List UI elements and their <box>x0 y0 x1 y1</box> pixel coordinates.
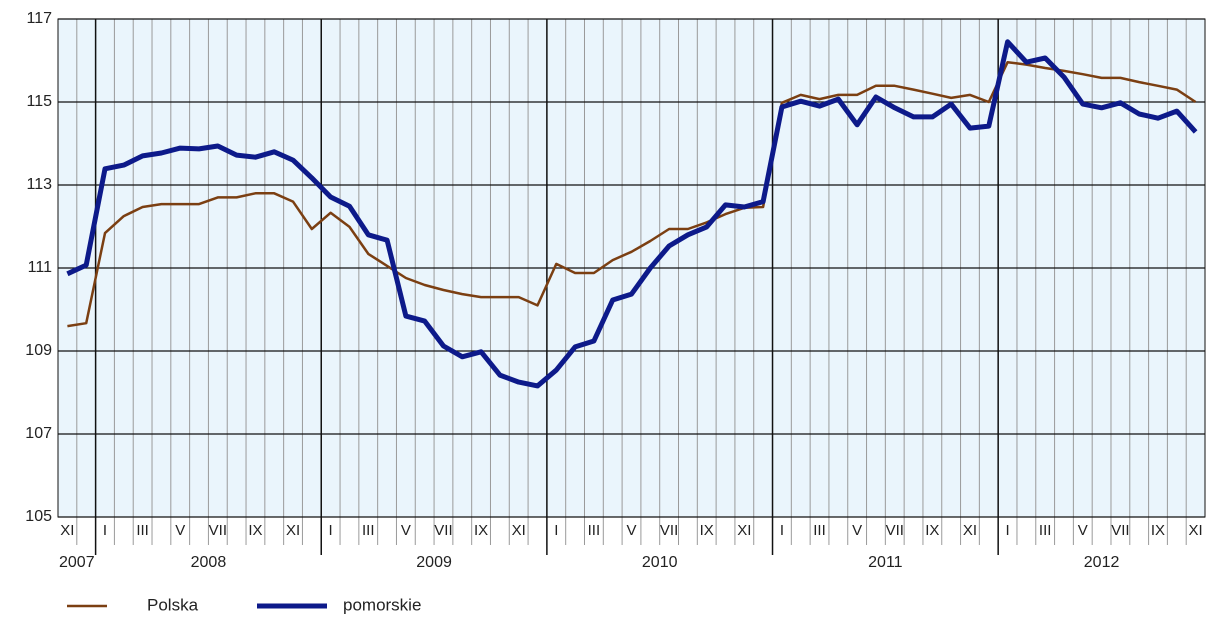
year-label: 2007 <box>59 554 95 571</box>
x-tick-label: IX <box>925 522 939 539</box>
y-tick-label: 115 <box>26 93 52 110</box>
y-tick-label: 113 <box>26 176 52 193</box>
x-tick-label: III <box>136 522 149 539</box>
x-tick-label: I <box>1005 522 1009 539</box>
x-tick-label: V <box>175 522 185 539</box>
series-line <box>67 60 1197 328</box>
x-tick-label: III <box>813 522 826 539</box>
x-tick-label: XI <box>963 522 977 539</box>
x-tick-label: XI <box>286 522 300 539</box>
x-tick-label: VII <box>886 522 904 539</box>
x-tick-label: XI <box>1189 522 1203 539</box>
year-label: 2010 <box>642 554 678 571</box>
x-tick-label: IX <box>474 522 488 539</box>
x-tick-label: IX <box>248 522 262 539</box>
x-tick-label: IX <box>700 522 714 539</box>
x-tick-label: VII <box>434 522 452 539</box>
y-tick-label: 117 <box>26 10 52 27</box>
x-tick-label: VII <box>1111 522 1129 539</box>
x-tick-label: IX <box>1151 522 1165 539</box>
x-tick-label: V <box>626 522 636 539</box>
x-tick-label: V <box>401 522 411 539</box>
x-tick-label: I <box>554 522 558 539</box>
x-tick-label: I <box>329 522 333 539</box>
y-tick-label: 109 <box>25 342 52 359</box>
x-tick-label: XI <box>512 522 526 539</box>
x-tick-label: VII <box>660 522 678 539</box>
year-label: 2008 <box>191 554 227 571</box>
legend-label: pomorskie <box>343 595 421 614</box>
plot-frame <box>57 18 1206 518</box>
x-tick-label: III <box>588 522 601 539</box>
legend-label: Polska <box>147 595 199 614</box>
y-tick-label: 107 <box>25 425 52 442</box>
x-tick-label: V <box>1078 522 1088 539</box>
year-label: 2012 <box>1084 554 1120 571</box>
x-tick-label: V <box>852 522 862 539</box>
y-tick-label: 111 <box>28 259 52 276</box>
x-tick-label: III <box>1039 522 1052 539</box>
year-label: 2011 <box>868 554 903 571</box>
x-tick-label: XI <box>737 522 751 539</box>
x-tick-label: I <box>780 522 784 539</box>
x-tick-label: I <box>103 522 107 539</box>
year-label: 2009 <box>416 554 452 571</box>
x-tick-label: VII <box>209 522 227 539</box>
y-tick-label: 105 <box>25 508 52 525</box>
series-line <box>66 39 1198 389</box>
x-tick-label: III <box>362 522 375 539</box>
x-tick-label: XI <box>60 522 74 539</box>
